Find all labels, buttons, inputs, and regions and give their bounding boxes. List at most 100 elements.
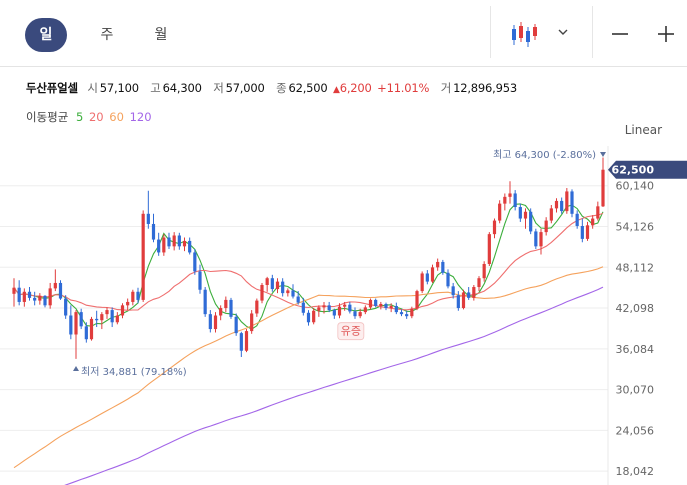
change-percent: +11.01% xyxy=(377,81,430,95)
candle-body xyxy=(208,314,212,330)
candle-body xyxy=(492,220,497,235)
candle-body xyxy=(565,191,569,212)
candle-body xyxy=(389,306,393,309)
candle-body xyxy=(368,299,373,308)
candle-body xyxy=(529,211,533,232)
tab-daily[interactable]: 일 xyxy=(25,18,67,52)
tab-monthly[interactable]: 월 xyxy=(154,27,168,43)
candle-body xyxy=(399,312,404,315)
y-tick-label: 60,140 xyxy=(616,180,655,193)
candle-body xyxy=(141,213,145,300)
y-tick-label: 48,112 xyxy=(616,261,655,274)
chart-type-dropdown[interactable] xyxy=(552,18,574,50)
candle-body xyxy=(575,213,579,227)
current-price-tag xyxy=(608,160,687,179)
candle-body xyxy=(275,281,280,290)
candle-body xyxy=(337,306,342,316)
change-value: 6,200 xyxy=(339,81,372,95)
candle-body xyxy=(451,286,455,296)
candle-body xyxy=(394,306,398,313)
candle-body xyxy=(560,200,564,212)
candle-body xyxy=(539,232,543,247)
candle-body xyxy=(27,291,32,298)
candle-body xyxy=(296,296,300,303)
candle-body xyxy=(601,169,605,207)
minus-icon xyxy=(612,33,628,35)
chevron-down-icon xyxy=(558,29,568,35)
candle-body xyxy=(379,303,383,307)
candle-body xyxy=(518,207,522,219)
toolbar-divider xyxy=(0,66,687,67)
low-marker-icon xyxy=(73,365,79,371)
candle-body xyxy=(477,278,481,288)
candle-body xyxy=(430,267,435,282)
scale-toggle[interactable]: Linear xyxy=(624,123,662,137)
ma-120-label[interactable]: 120 xyxy=(129,110,152,124)
volume-value: 12,896,953 xyxy=(453,81,517,95)
ma-20-line xyxy=(13,212,604,311)
candle-body xyxy=(291,290,295,297)
event-label: 유증 xyxy=(341,325,361,338)
candle-body xyxy=(456,295,460,309)
y-tick-label: 54,126 xyxy=(616,221,655,234)
event-marker xyxy=(337,322,365,341)
low-label: 저 xyxy=(213,81,224,95)
plus-icon xyxy=(658,26,674,42)
ma-5-line xyxy=(13,203,604,330)
tab-weekly[interactable]: 주 xyxy=(100,27,114,43)
candle-body xyxy=(172,235,176,247)
candle-body xyxy=(239,333,243,351)
divider xyxy=(592,6,593,58)
zoom-out-button[interactable] xyxy=(604,18,636,50)
candle-body xyxy=(234,316,238,334)
candle-body xyxy=(162,237,166,253)
candle-body xyxy=(286,290,290,294)
up-arrow-icon: ▲ xyxy=(333,85,340,95)
candle-body xyxy=(317,307,321,311)
candle-body xyxy=(224,299,228,309)
candle-body xyxy=(467,292,471,298)
candle-body xyxy=(151,223,156,240)
candle-body xyxy=(544,220,548,233)
candle-body xyxy=(534,231,538,247)
candle-body xyxy=(69,315,73,335)
divider xyxy=(490,6,491,58)
candle-body xyxy=(503,196,507,204)
open-value: 57,100 xyxy=(99,81,139,95)
candle-body xyxy=(436,261,440,268)
candle-body xyxy=(22,291,26,302)
candle-body xyxy=(167,237,171,247)
candle-body xyxy=(327,305,331,311)
candle-body xyxy=(182,240,187,247)
zoom-in-button[interactable] xyxy=(650,18,682,50)
low-annotation: 최저 34,881 (79.18%) xyxy=(81,366,187,378)
candle-body xyxy=(306,312,311,323)
candle-body xyxy=(126,301,130,306)
ma-20-label[interactable]: 20 xyxy=(88,110,104,124)
candle-body xyxy=(115,315,119,323)
candle-body xyxy=(570,191,574,214)
candle-body xyxy=(461,292,466,309)
chart-type-button[interactable] xyxy=(506,18,542,50)
ma-5-label[interactable]: 5 xyxy=(75,110,84,124)
candle-body xyxy=(198,271,202,290)
candlestick-icon xyxy=(512,22,537,47)
candle-body xyxy=(472,287,476,298)
high-marker-icon xyxy=(600,152,606,157)
candle-body xyxy=(358,312,362,317)
candle-body xyxy=(95,318,99,321)
high-value: 64,300 xyxy=(162,81,202,95)
candle-body xyxy=(89,318,94,340)
open-label: 시 xyxy=(87,81,98,95)
candle-body xyxy=(591,218,595,226)
y-tick-label: 24,056 xyxy=(616,424,655,437)
candle-body xyxy=(498,203,502,221)
candle-body xyxy=(177,235,181,247)
ma-60-label[interactable]: 60 xyxy=(109,110,124,124)
candle-body xyxy=(100,314,104,321)
low-value: 57,000 xyxy=(225,81,265,95)
candle-body xyxy=(353,311,357,317)
candle-body xyxy=(332,310,336,316)
candle-body xyxy=(441,261,445,273)
